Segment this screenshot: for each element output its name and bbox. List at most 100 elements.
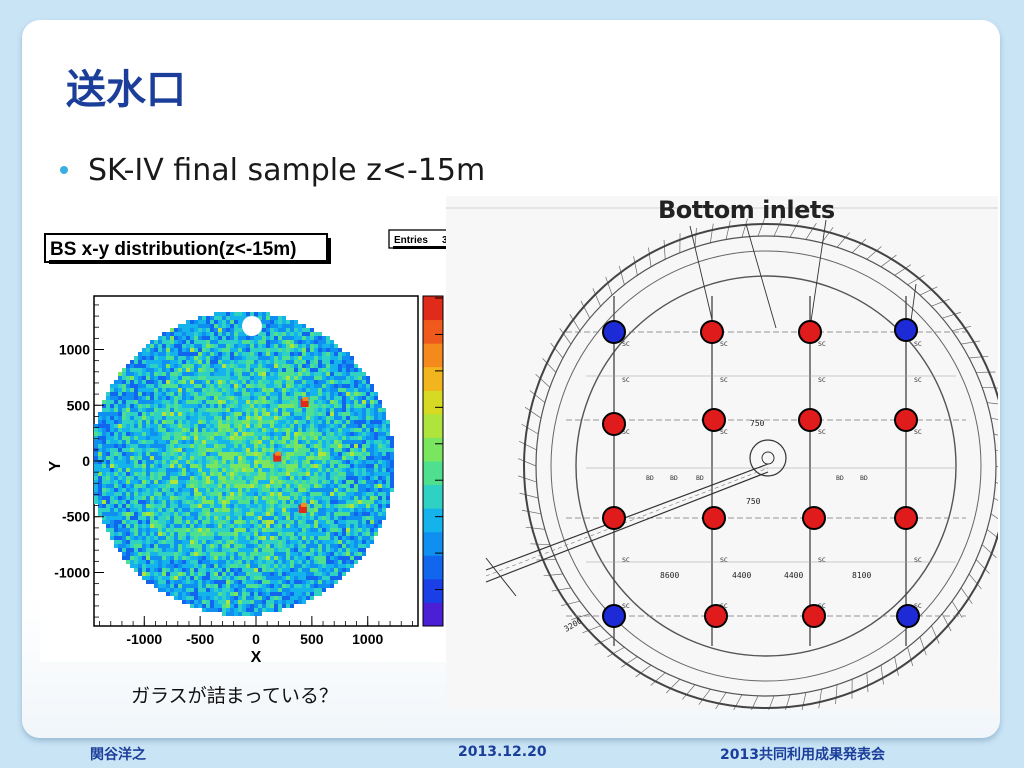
hist-bin — [254, 348, 258, 352]
hist-bin — [178, 548, 182, 552]
hist-bin — [238, 460, 242, 464]
hist-bin — [258, 524, 262, 528]
hist-bin — [270, 600, 274, 604]
hist-bin — [290, 476, 294, 480]
hatch-line — [987, 402, 998, 405]
hist-bin — [138, 464, 142, 468]
hist-bin — [242, 496, 246, 500]
hist-bin — [214, 540, 218, 544]
hist-bin — [146, 348, 150, 352]
hist-bin — [286, 384, 290, 388]
hist-bin — [250, 496, 254, 500]
hist-bin — [142, 356, 146, 360]
hist-bin — [382, 500, 386, 504]
hist-bin — [266, 312, 270, 316]
hist-bin — [310, 368, 314, 372]
hist-bin — [162, 484, 166, 488]
hist-bin — [222, 568, 226, 572]
hist-bin — [306, 520, 310, 524]
palette-swatch — [423, 484, 443, 509]
hist-bin — [130, 504, 134, 508]
hist-bin — [210, 380, 214, 384]
hist-bin — [234, 556, 238, 560]
hatch-line — [519, 492, 539, 499]
hist-bin — [278, 476, 282, 480]
hist-bin — [250, 340, 254, 344]
hist-bin — [330, 408, 334, 412]
hist-bin — [118, 376, 122, 380]
hatch-line — [982, 386, 998, 389]
hist-bin — [130, 552, 134, 556]
hist-bin — [166, 332, 170, 336]
hist-bin — [118, 436, 122, 440]
hist-bin — [290, 320, 294, 324]
hist-bin — [218, 488, 222, 492]
hist-bin — [262, 380, 266, 384]
hist-bin — [294, 332, 298, 336]
hist-bin — [262, 404, 266, 408]
hist-bin — [222, 472, 226, 476]
hist-bin — [234, 428, 238, 432]
hist-bin — [270, 544, 274, 548]
hist-bin — [274, 320, 278, 324]
hist-bin — [294, 504, 298, 508]
hist-bin — [282, 580, 286, 584]
hist-bin — [166, 552, 170, 556]
hist-bin — [158, 480, 162, 484]
hist-bin — [246, 540, 250, 544]
hist-bin — [338, 384, 342, 388]
hist-bin — [354, 504, 358, 508]
hist-bin — [154, 468, 158, 472]
hist-bin — [210, 448, 214, 452]
hist-bin — [102, 520, 106, 524]
hist-bin — [222, 576, 226, 580]
hist-bin — [294, 488, 298, 492]
hist-bin — [266, 444, 270, 448]
hist-bin — [310, 596, 314, 600]
hist-bin — [326, 428, 330, 432]
hist-bin — [242, 568, 246, 572]
hist-bin — [374, 456, 378, 460]
hist-bin — [386, 428, 390, 432]
hist-bin — [262, 392, 266, 396]
hist-bin — [170, 376, 174, 380]
hist-bin — [334, 416, 338, 420]
hatch-line — [951, 325, 971, 332]
hist-bin — [326, 452, 330, 456]
hist-bin — [186, 536, 190, 540]
hist-bin — [194, 372, 198, 376]
hist-bin — [150, 472, 154, 476]
hist-bin — [154, 476, 158, 480]
hist-bin — [322, 340, 326, 344]
hist-bin — [250, 580, 254, 584]
hist-bin — [254, 572, 258, 576]
hist-bin — [126, 408, 130, 412]
hist-bin — [262, 568, 266, 572]
hist-bin — [358, 388, 362, 392]
hist-bin — [330, 508, 334, 512]
hist-bin — [318, 464, 322, 468]
hist-bin — [114, 416, 118, 420]
hatch-line — [607, 646, 625, 658]
hist-bin — [138, 552, 142, 556]
hist-bin — [306, 384, 310, 388]
hist-bin — [146, 408, 150, 412]
hist-bin — [274, 400, 278, 404]
hist-bin — [242, 316, 246, 320]
hist-bin — [266, 416, 270, 420]
footer-event: 2013共同利用成果発表会 — [720, 747, 885, 763]
hatch-line — [986, 529, 998, 539]
hist-bin — [206, 344, 210, 348]
hist-bin — [122, 424, 126, 428]
hist-bin — [162, 536, 166, 540]
hist-bin — [202, 452, 206, 456]
hist-bin — [102, 432, 106, 436]
hist-bin — [370, 408, 374, 412]
hist-bin — [230, 324, 234, 328]
hist-bin — [106, 464, 110, 468]
hist-bin — [190, 564, 194, 568]
hist-bin — [322, 536, 326, 540]
hist-bin — [178, 584, 182, 588]
hist-bin — [234, 572, 238, 576]
hist-bin — [326, 468, 330, 472]
